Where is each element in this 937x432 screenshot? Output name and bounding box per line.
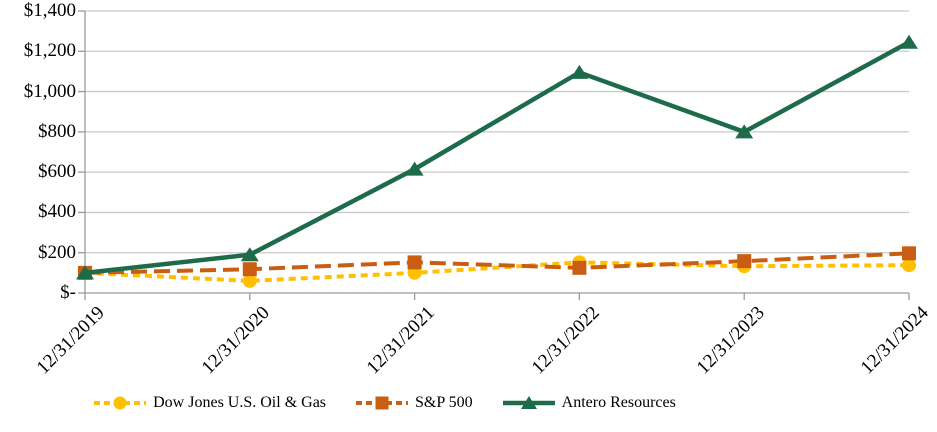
chart-legend: Dow Jones U.S. Oil & Gas S&P 500 Antero Re…	[0, 388, 770, 418]
legend-label: Antero Resources	[561, 394, 676, 411]
data-point-s-p-500	[407, 255, 422, 270]
data-point-antero-resources	[76, 265, 94, 280]
data-point-s-p-500	[242, 262, 257, 277]
legend-item-antero-resources: Antero Resources	[502, 393, 676, 413]
data-point-antero-resources	[570, 64, 589, 79]
data-point-antero-resources	[900, 34, 918, 49]
data-point-dow-jones-u-s-oil-gas	[902, 258, 916, 273]
legend-label: Dow Jones U.S. Oil & Gas	[153, 394, 327, 411]
data-point-antero-resources	[735, 124, 754, 139]
series-line-s-p-500	[84, 251, 910, 275]
y-axis-label: $600	[38, 161, 76, 183]
data-point-antero-resources	[240, 247, 259, 262]
series-line-antero-resources	[84, 40, 911, 276]
legend-square-marker-icon	[356, 396, 409, 410]
legend-item-s-p-500: S&P 500	[356, 393, 473, 413]
legend-circle-marker-icon	[94, 396, 147, 410]
legend-triangle-marker-icon	[502, 396, 555, 409]
data-point-antero-resources	[405, 161, 424, 176]
data-point-dow-jones-u-s-oil-gas	[242, 273, 257, 288]
y-axis-label: $1,400	[23, 0, 76, 21]
legend-item-dow-jones-u-s-oil-gas: Dow Jones U.S. Oil & Gas	[94, 393, 326, 413]
y-axis-label: $1,000	[23, 80, 76, 102]
y-axis-label: $1,200	[23, 40, 76, 62]
data-point-s-p-500	[737, 254, 752, 269]
data-point-s-p-500	[572, 260, 587, 275]
series-line-dow-jones-u-s-oil-gas	[84, 260, 910, 283]
data-point-s-p-500	[902, 246, 916, 261]
y-axis-label: $200	[38, 241, 76, 263]
y-axis-label: $-	[60, 282, 76, 303]
y-axis-label: $400	[38, 201, 76, 223]
y-axis-label: $800	[38, 120, 76, 142]
legend-label: S&P 500	[415, 394, 473, 411]
